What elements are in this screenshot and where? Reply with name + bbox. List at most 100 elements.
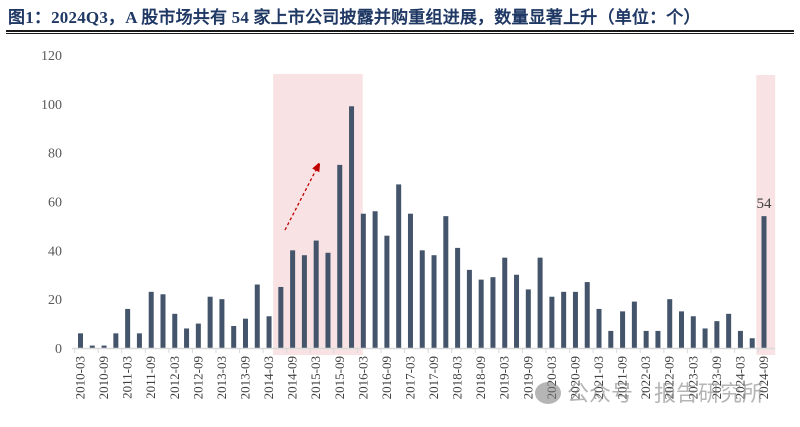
bar (89, 345, 95, 348)
x-tick-label: 2024-03 (732, 356, 747, 399)
bar (608, 330, 614, 348)
bar (148, 291, 154, 348)
bar (78, 333, 83, 348)
x-tick-label: 2014-03 (261, 356, 276, 399)
bar (160, 294, 166, 348)
bar (726, 313, 732, 348)
bar (184, 328, 190, 348)
bar (337, 164, 343, 348)
bar (631, 301, 637, 348)
bar (549, 296, 555, 348)
title-divider (6, 30, 794, 32)
y-tick-label: 120 (41, 49, 62, 64)
bar (407, 213, 413, 348)
x-tick-label: 2019-03 (497, 356, 512, 399)
bar (466, 269, 472, 348)
bar (455, 247, 461, 348)
bar (301, 255, 307, 348)
bar (172, 313, 178, 348)
y-tick-label: 20 (48, 293, 62, 308)
x-tick-label: 2015-09 (332, 356, 347, 399)
y-tick-label: 80 (48, 147, 62, 162)
bar-series (78, 106, 767, 349)
bar (313, 240, 319, 348)
x-tick-label: 2021-09 (615, 356, 630, 399)
x-tick-label: 2017-09 (426, 356, 441, 399)
x-tick-label: 2021-03 (591, 356, 606, 399)
bar (714, 321, 720, 348)
bar (278, 286, 284, 348)
x-tick-label: 2020-09 (567, 356, 582, 399)
data-label: 54 (757, 196, 773, 212)
bar (478, 279, 484, 348)
bar (125, 308, 131, 348)
bar (761, 216, 767, 348)
bar (537, 257, 543, 348)
bar (431, 255, 437, 348)
bar (679, 311, 685, 348)
bar (514, 274, 520, 348)
x-tick-label: 2013-03 (214, 356, 229, 399)
highlight-region (756, 75, 776, 355)
highlight-regions (273, 74, 776, 355)
x-tick-label: 2010-09 (96, 356, 111, 399)
x-tick-label: 2017-03 (402, 356, 417, 399)
annotations: 54 (284, 166, 773, 231)
x-tick-label: 2011-09 (143, 356, 158, 399)
bar (254, 284, 260, 348)
x-tick-label: 2020-03 (544, 356, 559, 399)
x-tick-label: 2012-09 (190, 356, 205, 399)
bar (572, 291, 578, 348)
bar (396, 184, 402, 348)
x-tick-label: 2013-09 (237, 356, 252, 399)
bar (101, 345, 107, 348)
x-tick-label: 2016-09 (379, 356, 394, 399)
bar (702, 328, 708, 348)
bar (596, 308, 602, 348)
x-tick-label: 2022-09 (662, 356, 677, 399)
y-tick-label: 100 (41, 98, 62, 113)
x-tick-label: 2018-09 (473, 356, 488, 399)
x-tick-label: 2023-09 (709, 356, 724, 399)
x-tick-label: 2022-03 (638, 356, 653, 399)
y-axis: 0 20 40 60 80 100 120 (41, 49, 62, 357)
bar (620, 311, 626, 348)
bar (290, 250, 296, 348)
bar (749, 338, 755, 348)
title-divider-thin (6, 33, 794, 34)
y-tick-label: 40 (48, 244, 62, 259)
bar (384, 235, 390, 348)
x-tick-label: 2024-09 (756, 356, 771, 399)
bar (690, 316, 696, 348)
trend-arrow-icon (284, 166, 318, 231)
x-tick-label: 2018-03 (450, 356, 465, 399)
bar (584, 282, 590, 348)
bar (737, 330, 743, 348)
bar (195, 323, 201, 348)
y-tick-label: 60 (48, 196, 62, 211)
bar (360, 213, 366, 348)
bar (349, 106, 355, 349)
bar (667, 299, 673, 348)
bar (219, 299, 225, 348)
bar (655, 330, 661, 348)
x-tick-label: 2019-09 (520, 356, 535, 399)
bar (207, 296, 213, 348)
bar (490, 277, 496, 348)
bar (242, 318, 248, 348)
x-tick-label: 2010-03 (73, 356, 88, 399)
bar (561, 291, 567, 348)
x-tick-label: 2023-03 (685, 356, 700, 399)
bar (325, 252, 331, 348)
bar (419, 250, 425, 348)
bar (502, 257, 508, 348)
bar (372, 211, 378, 348)
bar (266, 316, 272, 348)
bar (525, 289, 531, 348)
bar (443, 216, 449, 348)
bar (136, 333, 142, 348)
x-tick-label: 2016-03 (355, 356, 370, 399)
x-axis: 2010-03 2010-09 2011-03 2011-09 2012-03 2012-… (72, 347, 775, 399)
x-tick-label: 2012-03 (167, 356, 182, 399)
